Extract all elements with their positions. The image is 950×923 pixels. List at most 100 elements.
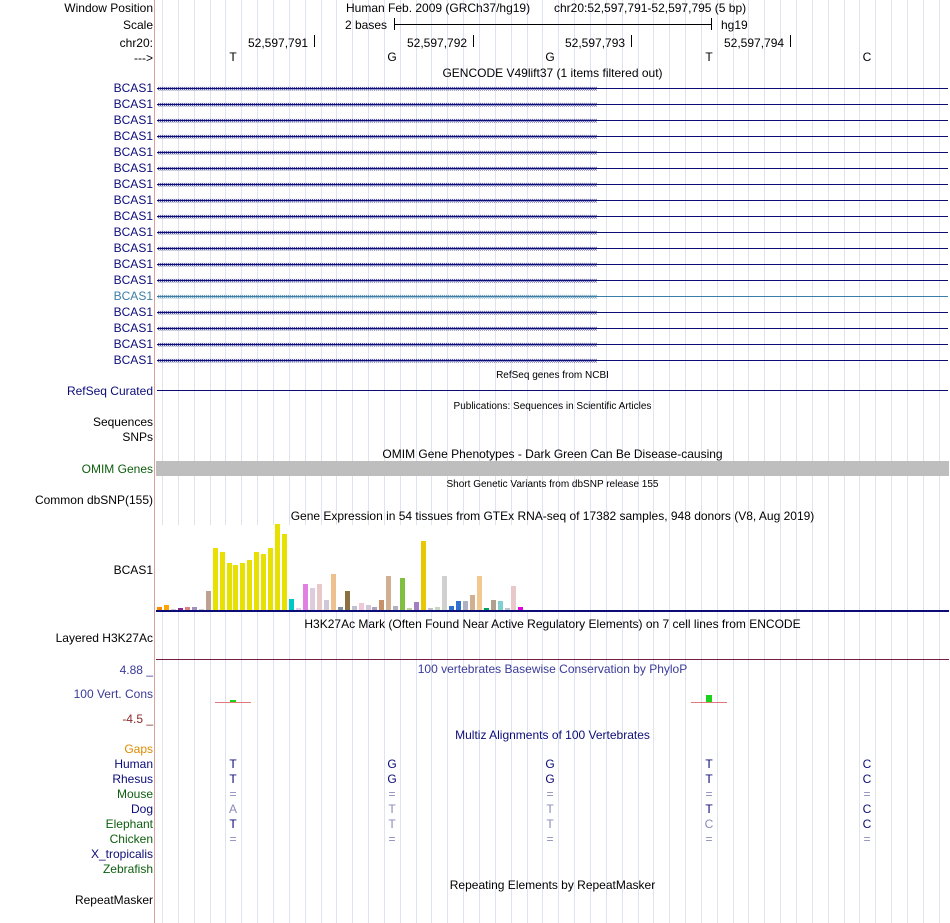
gencode-gene-line[interactable]: [157, 88, 948, 89]
gtex-tissue-bar[interactable]: [449, 606, 454, 610]
gtex-tissue-bar[interactable]: [164, 605, 169, 610]
publications-label-snps[interactable]: SNPs: [122, 430, 153, 444]
omim-track-label[interactable]: OMIM Genes: [81, 462, 153, 476]
publications-label-sequences[interactable]: Sequences: [92, 415, 153, 429]
gencode-gene-line[interactable]: [157, 312, 948, 313]
gtex-tissue-bar[interactable]: [275, 524, 280, 610]
gtex-tissue-bar[interactable]: [491, 600, 496, 610]
gtex-tissue-bar[interactable]: [400, 578, 405, 610]
gtex-tissue-bar[interactable]: [192, 607, 197, 610]
gtex-track-title[interactable]: Gene Expression in 54 tissues from GTEx …: [290, 509, 815, 523]
gencode-gene-label[interactable]: BCAS1: [113, 225, 153, 239]
gtex-tissue-bar[interactable]: [324, 600, 329, 610]
repeatmasker-track-title[interactable]: Repeating Elements by RepeatMasker: [449, 878, 656, 892]
gtex-tissue-bar[interactable]: [296, 608, 301, 610]
gencode-gene-line[interactable]: [157, 168, 948, 169]
gtex-tissue-bar[interactable]: [227, 563, 232, 610]
gencode-gene-label[interactable]: BCAS1: [113, 129, 153, 143]
multiz-species-label[interactable]: X_tropicalis: [90, 847, 153, 861]
gtex-tissue-bar[interactable]: [421, 541, 426, 610]
gtex-tissue-bar[interactable]: [407, 608, 412, 610]
gencode-gene-label[interactable]: BCAS1: [113, 113, 153, 127]
gtex-tissue-bar[interactable]: [352, 606, 357, 610]
gencode-gene-label[interactable]: BCAS1: [113, 161, 153, 175]
gtex-tissue-bar[interactable]: [393, 606, 398, 610]
gencode-gene-line[interactable]: [157, 232, 948, 233]
gtex-tissue-bar[interactable]: [386, 576, 391, 610]
gtex-tissue-bar[interactable]: [498, 601, 503, 610]
multiz-species-label[interactable]: Rhesus: [112, 772, 153, 786]
omim-gene-bar[interactable]: [156, 461, 949, 476]
repeatmasker-track-label[interactable]: RepeatMasker: [74, 893, 153, 907]
gtex-tissue-bar[interactable]: [303, 584, 308, 610]
gtex-tissue-bar[interactable]: [185, 607, 190, 610]
gencode-gene-label[interactable]: BCAS1: [113, 145, 153, 159]
phylop-track-title[interactable]: 100 vertebrates Basewise Conservation by…: [417, 662, 688, 676]
gtex-tissue-bar[interactable]: [240, 563, 245, 610]
gtex-tissue-bar[interactable]: [157, 607, 162, 610]
gtex-tissue-bar[interactable]: [178, 608, 183, 610]
gencode-gene-line[interactable]: [157, 120, 948, 121]
gencode-gene-line[interactable]: [157, 296, 948, 297]
gtex-tissue-bar[interactable]: [456, 601, 461, 610]
gencode-gene-line[interactable]: [157, 200, 948, 201]
gencode-gene-line[interactable]: [157, 136, 948, 137]
refseq-track-label[interactable]: RefSeq Curated: [66, 384, 153, 398]
gtex-tissue-bar[interactable]: [511, 586, 516, 610]
gtex-tissue-bar[interactable]: [428, 608, 433, 610]
omim-track-title[interactable]: OMIM Gene Phenotypes - Dark Green Can Be…: [382, 447, 723, 461]
gtex-tissue-bar[interactable]: [484, 608, 489, 610]
gencode-gene-line[interactable]: [157, 264, 948, 265]
phylop-score-bar[interactable]: [230, 700, 236, 702]
gtex-tissue-bar[interactable]: [213, 548, 218, 610]
gencode-gene-line[interactable]: [157, 344, 948, 345]
gtex-tissue-bar[interactable]: [220, 552, 225, 610]
gencode-gene-label[interactable]: BCAS1: [113, 321, 153, 335]
gencode-gene-label[interactable]: BCAS1: [113, 305, 153, 319]
gtex-tissue-bar[interactable]: [261, 554, 266, 610]
gtex-tissue-bar[interactable]: [477, 576, 482, 610]
gencode-gene-line[interactable]: [157, 248, 948, 249]
gencode-gene-label[interactable]: BCAS1: [113, 353, 153, 367]
gencode-gene-label[interactable]: BCAS1: [113, 81, 153, 95]
gtex-tissue-bar[interactable]: [254, 552, 259, 610]
h3k27ac-track-label[interactable]: Layered H3K27Ac: [55, 631, 153, 645]
gencode-gene-label[interactable]: BCAS1: [113, 337, 153, 351]
phylop-score-bar[interactable]: [706, 695, 712, 702]
gtex-tissue-bar[interactable]: [442, 576, 447, 610]
gtex-tissue-bar[interactable]: [268, 548, 273, 610]
gtex-tissue-bar[interactable]: [317, 584, 322, 610]
gencode-gene-line[interactable]: [157, 360, 948, 361]
multiz-species-label[interactable]: Elephant: [105, 817, 153, 831]
gencode-gene-label[interactable]: BCAS1: [113, 241, 153, 255]
gencode-track-title[interactable]: GENCODE V49lift37 (1 items filtered out): [442, 66, 663, 80]
gencode-gene-label[interactable]: BCAS1: [113, 289, 153, 303]
gtex-tissue-bar[interactable]: [372, 607, 377, 610]
gtex-tissue-bar[interactable]: [206, 591, 211, 610]
gtex-tissue-bar[interactable]: [199, 609, 204, 610]
h3k27ac-track-title[interactable]: H3K27Ac Mark (Often Found Near Active Re…: [304, 617, 801, 631]
publications-track-title[interactable]: Publications: Sequences in Scientific Ar…: [453, 401, 652, 412]
gtex-tissue-bar[interactable]: [366, 605, 371, 610]
gencode-gene-label[interactable]: BCAS1: [113, 257, 153, 271]
gtex-tissue-bar[interactable]: [233, 565, 238, 610]
multiz-species-label[interactable]: Dog: [130, 802, 153, 816]
multiz-species-label[interactable]: Zebrafish: [102, 862, 153, 876]
gtex-tissue-bar[interactable]: [435, 607, 440, 610]
refseq-track-title[interactable]: RefSeq genes from NCBI: [496, 370, 609, 381]
gtex-tissue-bar[interactable]: [518, 607, 523, 610]
gtex-tissue-bar[interactable]: [505, 608, 510, 610]
gtex-tissue-bar[interactable]: [171, 609, 176, 610]
gencode-gene-line[interactable]: [157, 104, 948, 105]
gtex-tissue-bar[interactable]: [247, 560, 252, 610]
gencode-gene-label[interactable]: BCAS1: [113, 177, 153, 191]
gtex-tissue-bar[interactable]: [310, 588, 315, 610]
phylop-track-label[interactable]: 100 Vert. Cons: [73, 687, 153, 701]
gencode-gene-line[interactable]: [157, 328, 948, 329]
gtex-tissue-bar[interactable]: [338, 607, 343, 610]
gencode-gene-line[interactable]: [157, 280, 948, 281]
multiz-species-label[interactable]: Chicken: [109, 832, 153, 846]
gencode-gene-label[interactable]: BCAS1: [113, 273, 153, 287]
gtex-tissue-bar[interactable]: [379, 600, 384, 610]
gtex-tissue-bar[interactable]: [289, 599, 294, 610]
